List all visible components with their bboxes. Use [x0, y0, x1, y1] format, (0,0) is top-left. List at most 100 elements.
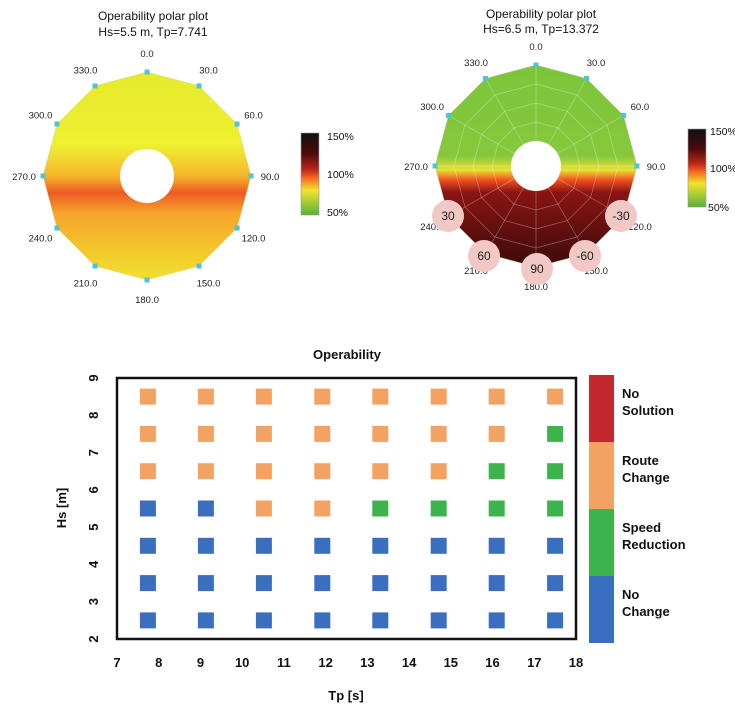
legend-swatch-no-change — [589, 576, 614, 643]
status-marker-speed-reduction — [547, 425, 564, 442]
colorbar-right-min: 50% — [708, 202, 729, 214]
heading-circle-90 — [521, 253, 553, 285]
status-marker-no-change — [139, 500, 156, 517]
polar-vertex-marker — [92, 263, 98, 269]
x-tick-label: 10 — [235, 655, 249, 670]
status-marker-route-change — [197, 463, 214, 480]
polar-vertex-marker — [196, 263, 202, 269]
polar-angle-label: 330.0 — [464, 58, 488, 69]
polar-left-title: Operability polar plot — [98, 9, 209, 23]
polar-grid-ring — [491, 121, 581, 211]
status-marker-route-change — [430, 388, 447, 405]
status-marker-no-change — [255, 537, 272, 554]
heading-circle-neg60 — [569, 240, 601, 272]
heading-circle-neg30 — [605, 200, 637, 232]
polar-right-title: Operability polar plot — [486, 7, 597, 21]
status-marker-speed-reduction — [488, 463, 505, 480]
polar-angle-label: 0.0 — [140, 49, 153, 60]
heading-circle-60 — [468, 240, 500, 272]
polar-vertex-marker — [248, 173, 254, 179]
polar-left-angle-labels: 0.0 30.0 60.0 90.0 120.0 150.0 180.0 210.0 240.0… — [12, 49, 279, 306]
status-marker-speed-reduction — [430, 500, 447, 517]
status-marker-no-change — [197, 612, 214, 629]
status-marker-no-change — [139, 537, 156, 554]
polar-vertex-marker — [234, 121, 240, 127]
colorbar-left — [300, 132, 320, 216]
status-marker-route-change — [255, 500, 272, 517]
polar-angle-label: 270.0 — [404, 162, 428, 173]
polar-angle-label: 300.0 — [29, 111, 53, 122]
status-marker-no-change — [547, 612, 564, 629]
polar-vertex-marker — [446, 113, 452, 118]
status-marker-route-change — [372, 388, 389, 405]
heading-label-90: 90 — [530, 262, 544, 276]
heading-label-neg60: -60 — [576, 249, 594, 263]
status-marker-route-change — [255, 388, 272, 405]
polar-angle-label: 180.0 — [135, 295, 159, 306]
polar-angle-label: 240.0 — [29, 234, 53, 245]
polar-angle-label: 0.0 — [529, 42, 542, 53]
y-tick-label: 6 — [86, 486, 101, 493]
polar-grid-ring — [472, 102, 600, 230]
polar-vertex-marker — [634, 163, 640, 169]
status-marker-no-change — [488, 537, 505, 554]
heading-circle-30 — [432, 200, 464, 232]
polar-vertex-marker — [234, 225, 240, 231]
status-marker-route-change — [255, 425, 272, 442]
status-marker-no-change — [197, 500, 214, 517]
legend-swatch-route-change — [589, 442, 614, 509]
status-marker-no-change — [372, 612, 389, 629]
polar-vertex-marker — [144, 69, 150, 75]
y-axis-label: Hs [m] — [54, 488, 69, 528]
polar-angle-label: 210.0 — [464, 266, 488, 277]
y-tick-label: 9 — [86, 374, 101, 381]
polar-angle-label: 150.0 — [197, 279, 221, 290]
status-marker-no-change — [430, 575, 447, 592]
polar-vertex-marker — [483, 76, 488, 82]
polar-angle-label: 120.0 — [628, 222, 652, 233]
y-tick-label: 2 — [86, 635, 101, 642]
legend-label-no-change: No Change — [622, 587, 670, 619]
x-tick-label: 18 — [569, 655, 583, 670]
status-marker-no-change — [372, 537, 389, 554]
polar-left-markers — [40, 69, 254, 283]
operability-chart: Operability 7 8 9 10 11 12 13 14 15 16 17 18 2 3 4 5 6 7… — [54, 347, 583, 703]
y-tick-label: 5 — [86, 523, 101, 530]
status-marker-no-change — [314, 537, 331, 554]
status-marker-route-change — [255, 463, 272, 480]
x-axis-ticks: 7 8 9 10 11 12 13 14 15 16 17 18 — [113, 655, 583, 670]
status-marker-no-change — [255, 575, 272, 592]
polar-right-subtitle: Hs=6.5 m, Tp=13.372 — [483, 22, 599, 36]
polar-plot-left: Operability polar plot Hs=5.5 m, Tp=7.74… — [12, 9, 354, 306]
polar-vertex-marker — [54, 121, 60, 127]
status-marker-no-change — [547, 575, 564, 592]
heading-label-60: 60 — [477, 249, 491, 263]
polar-angle-label: 60.0 — [244, 111, 263, 122]
legend-label-route-change: Route Change — [622, 453, 670, 485]
status-marker-speed-reduction — [547, 500, 564, 517]
x-tick-label: 11 — [277, 655, 291, 670]
status-marker-no-change — [314, 612, 331, 629]
x-tick-label: 14 — [402, 655, 417, 670]
legend-label-no-solution: No Solution — [622, 386, 674, 418]
status-marker-route-change — [139, 388, 156, 405]
legend-swatch-speed-reduction — [589, 509, 614, 576]
polar-grid-ring — [453, 83, 619, 249]
x-tick-label: 17 — [527, 655, 541, 670]
status-marker-no-change — [488, 575, 505, 592]
heading-label-30: 30 — [441, 209, 455, 223]
polar-angle-label: 90.0 — [261, 172, 280, 183]
legend-label-speed-reduction: Speed Reduction — [622, 520, 686, 552]
polar-vertex-marker — [533, 62, 539, 68]
status-marker-no-change — [139, 612, 156, 629]
legend: No Solution Route Change Speed Reduction No Cha… — [589, 375, 686, 643]
x-tick-label: 15 — [444, 655, 458, 670]
polar-angle-label: 150.0 — [584, 266, 608, 277]
status-marker-speed-reduction — [372, 500, 389, 517]
polar-angle-label: 120.0 — [242, 234, 266, 245]
polar-angle-label: 30.0 — [587, 58, 606, 69]
heading-label-neg30: -30 — [612, 209, 630, 223]
polar-angle-label: 240.0 — [420, 222, 444, 233]
status-marker-route-change — [197, 388, 214, 405]
polar-left-subtitle: Hs=5.5 m, Tp=7.741 — [98, 25, 208, 39]
